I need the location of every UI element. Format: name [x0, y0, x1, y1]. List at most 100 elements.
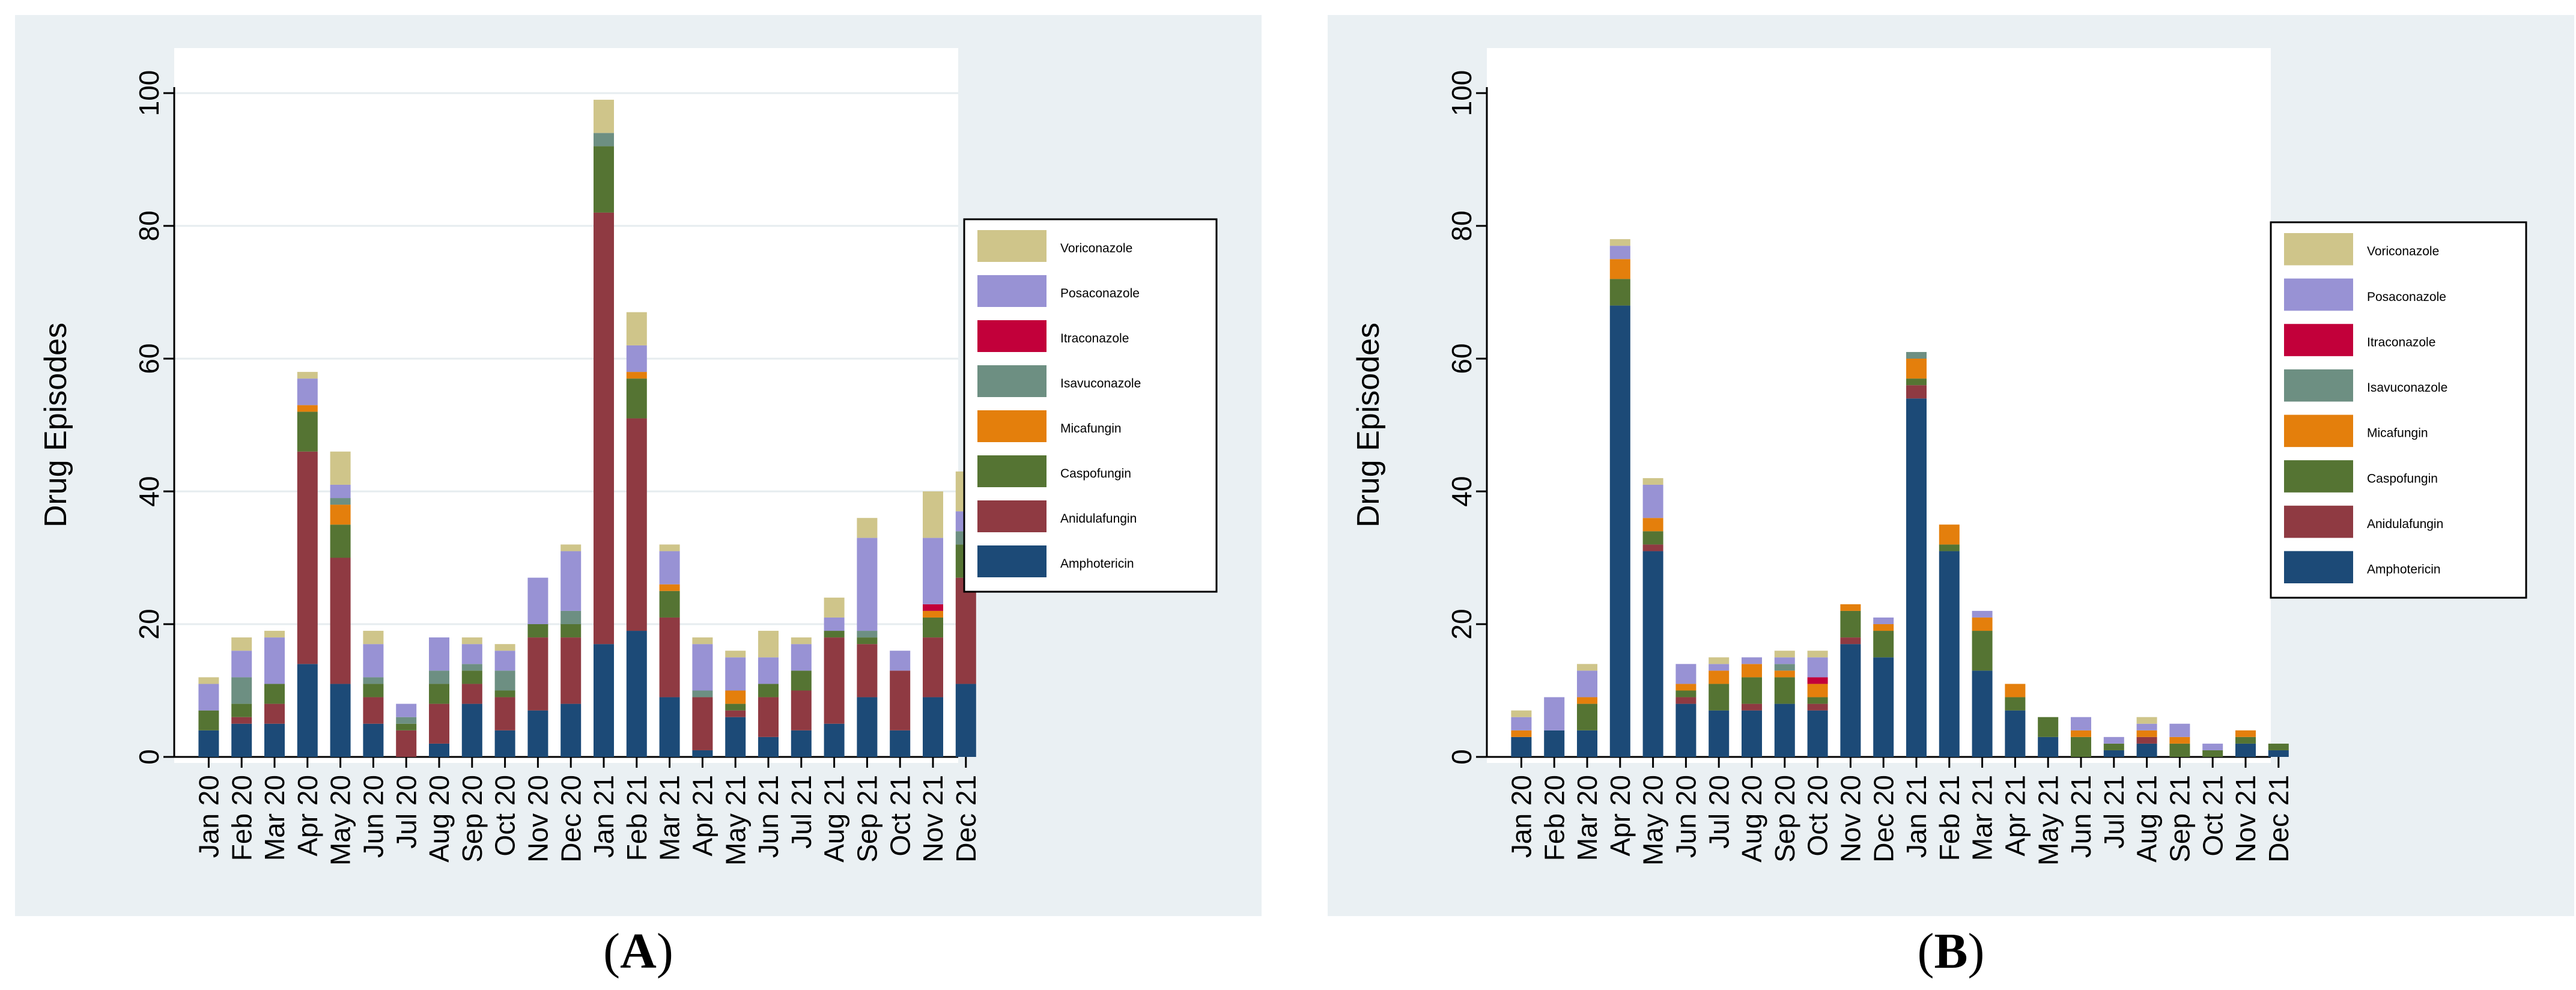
bar-b-8-posaconazole [1774, 657, 1795, 664]
x-tick-label-a-16: May 21 [720, 775, 751, 866]
bar-a-9-posaconazole [494, 651, 515, 671]
legend-label-a-itraconazole: Itraconazole [1060, 332, 1129, 345]
bar-b-4-posaconazole [1642, 484, 1663, 518]
panel-b-caption: (B) [1917, 923, 1985, 979]
x-tick-label-a-23: Dec 21 [950, 775, 982, 863]
bar-b-12-isavuconazole [1906, 351, 1927, 359]
bar-a-11-amphotericin [560, 703, 582, 757]
bar-b-6-posaconazole [1709, 664, 1730, 671]
bar-b-0-amphotericin [1511, 736, 1532, 757]
x-tick-label-a-1: Feb 20 [226, 775, 257, 861]
bar-b-8-micafungin [1774, 670, 1795, 678]
bar-a-23-amphotericin [955, 684, 976, 757]
bar-a-5-caspofungin [363, 684, 384, 697]
bar-a-21-anidulafungin [890, 670, 911, 730]
bar-a-13-caspofungin [626, 378, 647, 419]
x-tick-label-b-1: Feb 20 [1539, 775, 1570, 861]
bar-a-7-posaconazole [429, 637, 449, 671]
legend-swatch-a-isavuconazole [977, 365, 1046, 397]
panel-b-label: B [1934, 923, 1968, 979]
y-tick-label-b-1: 20 [1446, 609, 1477, 639]
bar-b-14-posaconazole [1972, 610, 1993, 618]
bar-a-0-amphotericin [198, 730, 219, 757]
bar-a-15-posaconazole [692, 644, 713, 691]
bar-a-4-amphotericin [330, 684, 351, 757]
bar-a-10-posaconazole [527, 577, 548, 624]
bar-a-1-anidulafungin [231, 717, 252, 724]
legend-swatch-b-itraconazole [2284, 324, 2353, 356]
bar-b-10-anidulafungin [1840, 637, 1861, 645]
bar-b-20-caspofungin [2169, 743, 2190, 757]
bar-a-12-isavuconazole [594, 133, 614, 147]
bar-a-6-anidulafungin [396, 730, 417, 757]
bar-a-5-amphotericin [363, 723, 384, 757]
legend-swatch-b-voriconazole [2284, 233, 2353, 266]
bar-a-0-caspofungin [198, 710, 219, 730]
x-tick-label-b-13: Feb 21 [1934, 775, 1965, 861]
bar-a-20-anidulafungin [857, 644, 878, 697]
bar-b-17-caspofungin [2071, 736, 2091, 757]
x-tick-label-a-17: Jun 21 [753, 775, 784, 858]
bar-b-18-amphotericin [2103, 750, 2124, 757]
bar-a-13-micafungin [626, 372, 647, 379]
legend-label-b-anidulafungin: Anidulafungin [2367, 517, 2443, 531]
y-axis-title-a: Drug Episodes [38, 323, 73, 527]
bar-a-2-voriconazole [264, 631, 285, 638]
bar-b-8-voriconazole [1774, 651, 1795, 658]
bar-a-16-anidulafungin [725, 710, 746, 717]
bar-b-19-amphotericin [2136, 743, 2157, 757]
bar-a-2-anidulafungin [264, 703, 285, 724]
bar-a-5-voriconazole [363, 631, 384, 645]
bar-a-9-voriconazole [494, 644, 515, 651]
bar-b-12-amphotericin [1906, 398, 1927, 757]
x-tick-label-a-22: Nov 21 [917, 775, 949, 863]
bar-a-1-voriconazole [231, 637, 252, 651]
bar-b-9-voriconazole [1807, 651, 1828, 658]
bar-b-23-caspofungin [2268, 743, 2289, 750]
bar-b-20-posaconazole [2169, 723, 2190, 737]
bar-a-13-posaconazole [626, 345, 647, 372]
bar-a-7-amphotericin [429, 743, 449, 757]
bar-a-18-posaconazole [791, 644, 812, 671]
bar-a-17-posaconazole [758, 657, 779, 684]
bar-a-19-amphotericin [824, 723, 845, 757]
bar-b-13-amphotericin [1939, 551, 1960, 757]
bar-b-7-anidulafungin [1742, 703, 1762, 711]
x-tick-label-b-2: Mar 20 [1572, 775, 1603, 861]
bar-b-5-micafungin [1675, 684, 1697, 691]
x-tick-label-b-11: Dec 20 [1868, 775, 1899, 863]
legend-swatch-a-anidulafungin [977, 500, 1046, 532]
bar-b-7-micafungin [1742, 664, 1762, 678]
bar-a-14-caspofungin [659, 591, 680, 618]
bar-b-12-micafungin [1906, 359, 1927, 379]
bar-b-3-posaconazole [1609, 246, 1630, 260]
bar-a-3-amphotericin [297, 664, 318, 757]
bar-a-16-amphotericin [725, 717, 746, 757]
bar-b-21-caspofungin [2202, 750, 2223, 757]
x-tick-label-a-7: Aug 20 [424, 775, 455, 863]
bar-b-0-voriconazole [1511, 710, 1532, 717]
x-tick-label-a-2: Mar 20 [259, 775, 290, 861]
legend-swatch-b-amphotericin [2284, 551, 2353, 583]
bar-a-6-caspofungin [396, 723, 417, 730]
bar-b-2-voriconazole [1577, 664, 1597, 671]
bar-b-16-caspofungin [2038, 717, 2059, 737]
bar-b-2-caspofungin [1577, 703, 1597, 730]
x-tick-label-a-13: Feb 21 [621, 775, 652, 861]
x-tick-label-b-17: Jun 21 [2065, 775, 2097, 858]
bar-a-16-voriconazole [725, 651, 746, 658]
legend-label-a-anidulafungin: Anidulafungin [1060, 512, 1137, 526]
bar-b-1-amphotericin [1544, 730, 1565, 757]
bar-b-23-amphotericin [2268, 750, 2289, 757]
bar-a-18-amphotericin [791, 730, 812, 757]
bar-b-15-micafungin [2005, 684, 2026, 697]
bar-a-13-anidulafungin [626, 418, 647, 631]
bar-a-14-posaconazole [659, 551, 680, 585]
bar-a-14-voriconazole [659, 544, 680, 551]
bar-b-5-posaconazole [1675, 664, 1697, 684]
bar-b-4-voriconazole [1642, 478, 1663, 485]
x-tick-label-a-15: Apr 21 [687, 775, 718, 857]
bar-a-17-caspofungin [758, 684, 779, 697]
x-tick-label-a-0: Jan 20 [193, 775, 224, 858]
bar-a-13-voriconazole [626, 312, 647, 345]
